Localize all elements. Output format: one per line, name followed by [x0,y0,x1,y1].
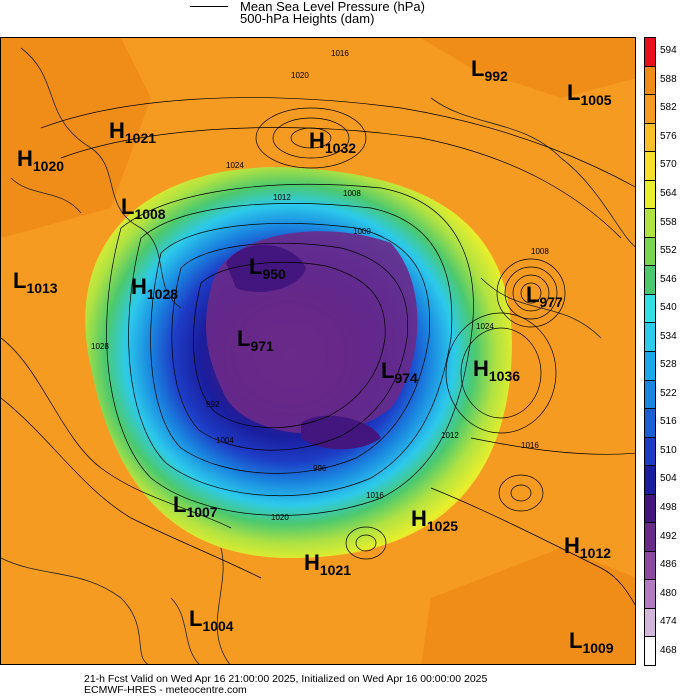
contour-label: 1020 [271,513,289,522]
colorbar-label: 486 [660,559,677,571]
low-pressure-label: L1013 [13,268,58,296]
vortex-inner-core [226,244,306,292]
colorbar-label: 510 [660,444,677,456]
colorbar-swatch [644,493,656,524]
contour-label: 1024 [476,322,494,331]
colorbar-label: 540 [660,302,677,314]
colorbar-label: 570 [660,159,677,171]
low-pressure-label: L1009 [569,628,614,656]
colorbar-label: 552 [660,245,677,257]
low-pressure-label: L1005 [567,80,612,108]
colorbar-swatch [644,579,656,609]
forecast-map: 1016 1020 1024 1012 1008 1000 996 992 10… [0,37,636,665]
colorbar-swatch [644,465,656,495]
colorbar-swatch [644,265,656,295]
map-footer: 21-h Fcst Valid on Wed Apr 16 21:00:00 2… [84,674,487,696]
colorbar-label: 516 [660,416,677,428]
high-pressure-label: H1028 [131,274,178,302]
colorbar-swatch [644,37,656,67]
colorbar-label: 492 [660,530,677,542]
colorbar-swatch [644,322,656,352]
height-colorbar: 594 588 582 576 570 564 558 552 546 540 534 528 522 5… [644,37,681,666]
colorbar-swatch [644,408,656,438]
colorbar-swatch [644,522,656,552]
colorbar-swatch [644,208,656,238]
colorbar-swatch [644,65,656,96]
contour-label: 1020 [291,71,309,80]
high-pressure-label: H1012 [564,533,611,561]
colorbar-label: 564 [660,188,677,199]
colorbar-label: 480 [660,587,677,599]
legend-heights-label: 500-hPa Heights (dam) [240,11,375,26]
legend-line-sample [190,6,228,7]
colorbar-swatch [644,122,656,153]
low-pressure-label: L992 [471,56,508,84]
contour-label: 1016 [331,49,349,58]
colorbar-swatch [644,151,656,181]
colorbar-swatch [644,636,656,666]
colorbar-swatch [644,379,656,410]
contour-label: 1016 [366,491,384,500]
contour-label: 996 [313,464,327,473]
colorbar-label: 588 [660,73,677,85]
map-legend: Mean Sea Level Pressure (hPa) 500-hPa He… [190,0,490,26]
colorbar-label: 576 [660,130,677,142]
contour-label: 1012 [441,431,459,440]
contour-label: 1008 [531,247,549,256]
low-pressure-label: L974 [381,358,418,386]
footer-source: ECMWF-HRES - meteocentre.com [84,684,247,696]
colorbar-swatch [644,293,656,324]
colorbar-label: 528 [660,359,677,371]
high-pressure-label: H1036 [473,356,520,384]
contour-label: 1012 [273,193,291,202]
colorbar-label: 546 [660,273,677,285]
colorbar-label: 522 [660,387,677,399]
contour-label: 1028 [91,342,109,351]
colorbar-swatch [644,436,656,467]
colorbar-swatch [644,179,656,210]
coastlines [1,47,635,664]
contour-labels: 1016 1020 1024 1012 1008 1000 996 992 10… [91,49,549,522]
legend-mslp-label: Mean Sea Level Pressure (hPa) [240,0,425,14]
colorbar-swatch [644,351,656,381]
forecast-map-svg: 1016 1020 1024 1012 1008 1000 996 992 10… [1,38,635,664]
isobars [1,97,635,606]
contour-label: 1024 [226,161,244,170]
high-pressure-label: H1020 [17,146,64,174]
colorbar-label: 468 [660,644,677,656]
contour-label: 1000 [353,227,371,236]
low-pressure-label: L950 [249,254,286,282]
high-pressure-label: H1032 [309,128,356,156]
warm-region-se [421,548,635,664]
colorbar-label: 498 [660,502,677,513]
low-pressure-label: L1008 [121,194,166,222]
colorbar-swatch [644,607,656,638]
low-pressure-label: L1004 [189,606,234,634]
colorbar-label: 534 [660,330,677,342]
low-pressure-label: L971 [237,326,274,354]
contour-label: 1004 [216,436,234,445]
colorbar-label: 504 [660,473,677,485]
low-pressure-label: L1007 [173,492,218,520]
vortex-south-lobe [301,415,381,450]
warm-region-ne [1,38,635,98]
contour-label: 1016 [521,441,539,450]
contour-label: 992 [206,400,220,409]
high-pressure-label: H1021 [109,118,156,146]
colorbar-swatch [644,550,656,581]
pressure-systems: H1020 H1021 H1032 L992 L1005 L1008 L950 L1013 H1… [13,56,614,656]
colorbar-label: 474 [660,616,677,628]
colorbar-label: 558 [660,216,677,228]
contour-label: 1008 [343,189,361,198]
colorbar-label: 582 [660,102,677,114]
warm-region-nw [1,38,151,238]
low-pressure-label: L977 [526,282,563,310]
colorbar-swatch [644,236,656,267]
colorbar-swatch [644,94,656,124]
high-pressure-label: H1025 [411,506,458,534]
colorbar-label: 594 [660,45,677,57]
high-pressure-label: H1021 [304,550,351,578]
footer-valid-time: 21-h Fcst Valid on Wed Apr 16 21:00:00 2… [84,673,488,685]
